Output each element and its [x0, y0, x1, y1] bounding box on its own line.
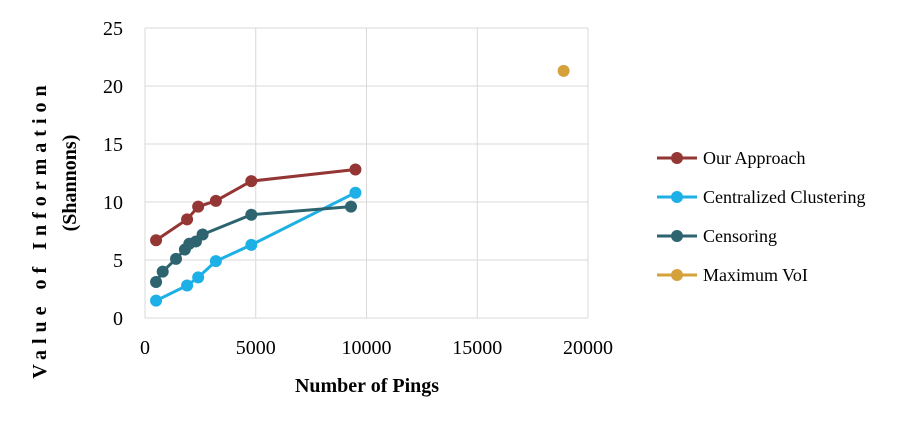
y-tick-label: 0: [113, 308, 123, 330]
plot-series: [150, 64, 570, 307]
data-point: [192, 200, 205, 213]
data-point: [245, 238, 258, 251]
x-tick-label: 15000: [452, 337, 502, 359]
data-point: [192, 271, 205, 284]
y-tick-label: 25: [103, 18, 123, 40]
x-tick-label: 10000: [342, 337, 392, 359]
data-point: [209, 194, 222, 207]
legend-swatch-marker: [671, 230, 683, 242]
data-point: [245, 175, 258, 188]
data-point: [150, 294, 163, 307]
y-tick-label: 20: [103, 76, 123, 98]
legend-label: Maximum VoI: [703, 265, 808, 285]
legend: Our Approach Centralized Clustering Censor…: [657, 148, 865, 285]
data-point: [209, 255, 222, 268]
y-axis-title: Value of Information: [29, 79, 51, 378]
legend-swatch-marker: [671, 152, 683, 164]
legend-swatch-marker: [671, 269, 683, 281]
y-tick-label: 5: [113, 250, 123, 272]
x-axis-title: Number of Pings: [295, 375, 439, 397]
series-maximum-voi: [557, 64, 570, 77]
legend-label: Censoring: [703, 226, 777, 246]
data-point: [344, 200, 357, 213]
legend-label: Centralized Clustering: [703, 187, 865, 207]
legend-label: Our Approach: [703, 148, 805, 168]
series-line: [155, 168, 356, 242]
data-point: [150, 234, 163, 247]
data-point: [170, 252, 183, 265]
legend-item: Maximum VoI: [657, 265, 808, 285]
series-our-approach: [150, 163, 362, 247]
data-point: [245, 208, 258, 221]
data-point: [557, 64, 570, 77]
x-tick-label: 5000: [236, 337, 276, 359]
axis-ticks: 0 5 10 15 20 25 0 5000 10000 15000 20000: [103, 18, 613, 359]
data-point: [196, 228, 209, 241]
legend-item: Censoring: [657, 226, 777, 246]
data-point: [156, 265, 169, 278]
data-point: [181, 279, 194, 292]
y-tick-label: 15: [103, 134, 123, 156]
data-point: [349, 186, 362, 199]
y-tick-label: 10: [103, 192, 123, 214]
legend-swatch-marker: [671, 191, 683, 203]
data-point: [181, 213, 194, 226]
x-tick-label: 0: [140, 337, 150, 359]
legend-item: Our Approach: [657, 148, 805, 168]
grid-lines: [144, 27, 589, 319]
data-point: [349, 163, 362, 176]
legend-item: Centralized Clustering: [657, 187, 865, 207]
y-axis-title-units: (Shannons): [59, 135, 81, 232]
data-point: [150, 276, 163, 289]
series-centralized-clustering: [150, 186, 362, 307]
x-tick-label: 20000: [563, 337, 613, 359]
series-censoring: [150, 200, 357, 289]
